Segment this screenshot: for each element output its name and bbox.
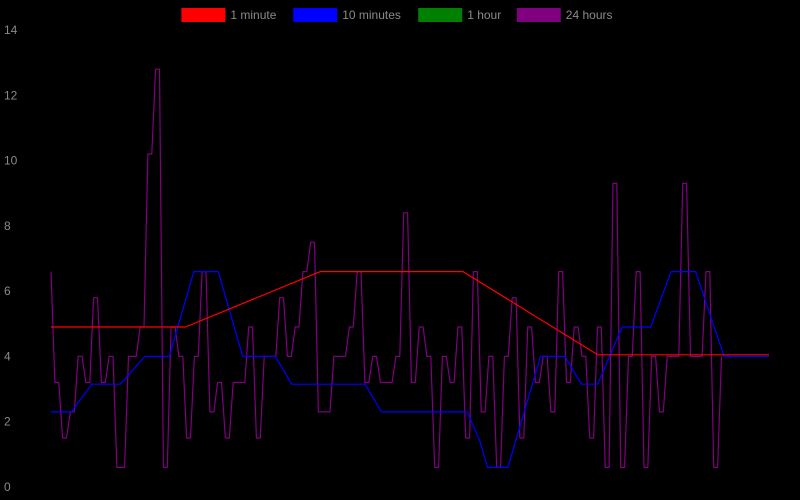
series-line-24-hours <box>50 68 723 468</box>
legend-swatch <box>181 8 226 22</box>
y-tick-label: 8 <box>4 219 11 233</box>
legend-label: 24 hours <box>566 8 613 22</box>
legend-swatch <box>293 8 338 22</box>
legend-label: 1 hour <box>467 8 501 22</box>
legend-swatch <box>516 8 561 22</box>
legend-item[interactable]: 1 minute <box>181 8 277 22</box>
series-line-10-minutes <box>51 271 769 468</box>
y-tick-label: 14 <box>4 23 18 37</box>
legend-item[interactable]: 24 hours <box>516 8 613 22</box>
y-axis: 0 2 4 6 8 10 12 14 <box>4 23 18 494</box>
y-tick-label: 2 <box>4 415 11 429</box>
legend-swatch <box>418 8 463 22</box>
legend-label: 1 minute <box>230 8 276 22</box>
legend-label: 10 minutes <box>342 8 401 22</box>
y-tick-label: 6 <box>4 284 11 298</box>
legend: 1 minute 10 minutes 1 hour 24 hours <box>181 8 613 22</box>
plot-area <box>50 68 769 468</box>
legend-item[interactable]: 1 hour <box>418 8 501 22</box>
y-tick-label: 0 <box>4 480 11 494</box>
y-tick-label: 4 <box>4 349 11 363</box>
series-line-1-minute <box>51 271 769 356</box>
y-tick-label: 10 <box>4 154 18 168</box>
legend-item[interactable]: 10 minutes <box>293 8 401 22</box>
y-tick-label: 12 <box>4 88 18 102</box>
